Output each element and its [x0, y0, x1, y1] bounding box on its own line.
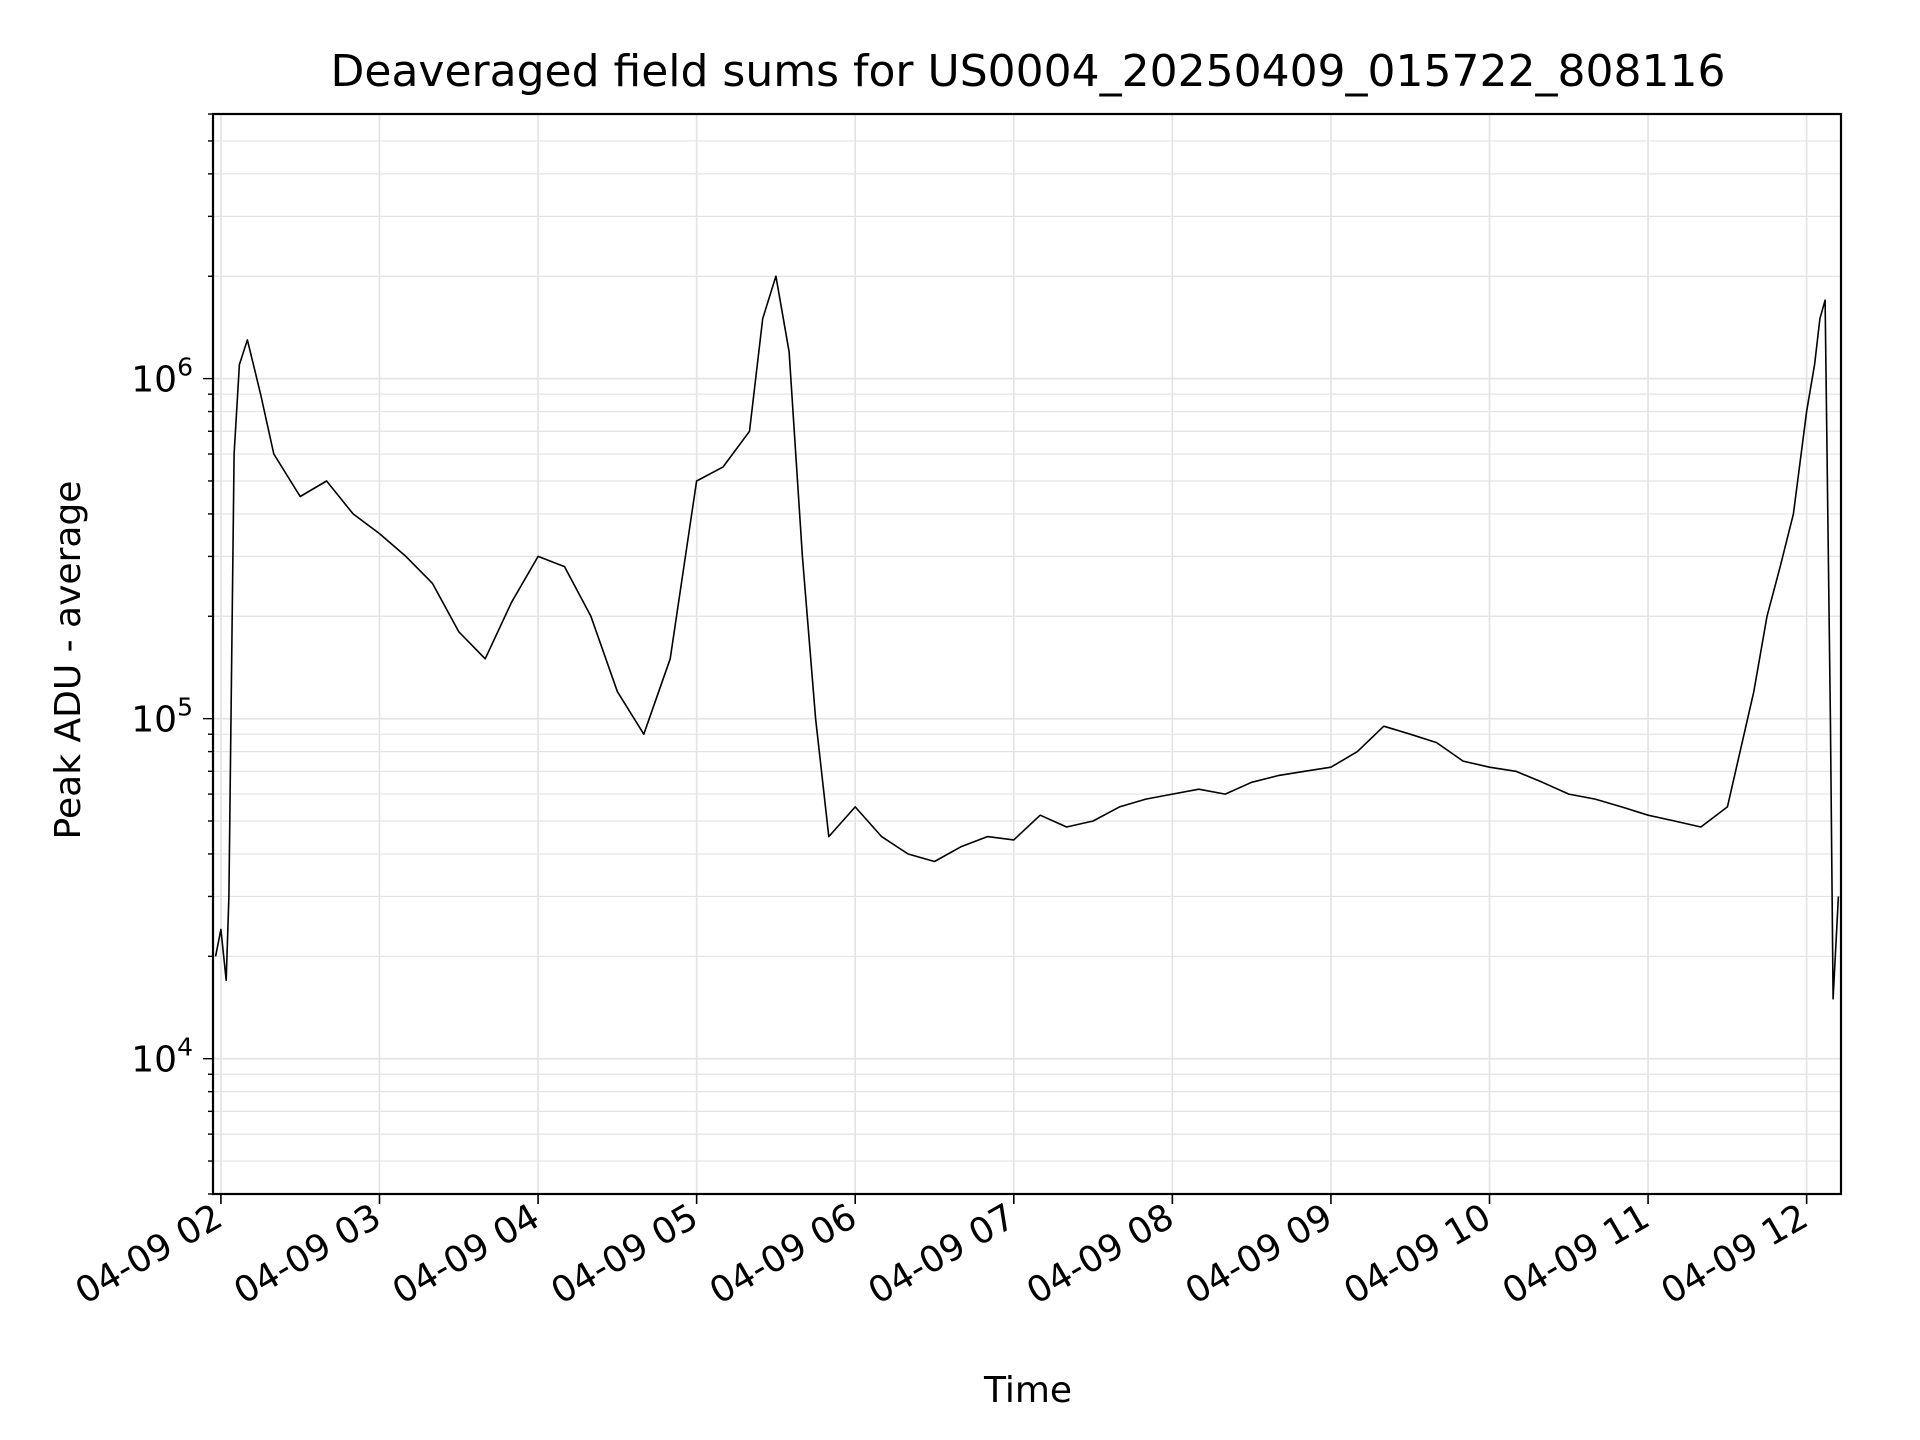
y-tick-exponent: 4 [177, 1033, 193, 1062]
plot-frame [211, 112, 1843, 1196]
y-tick-label: 104 [131, 1033, 193, 1081]
y-axis-label: Peak ADU - average [48, 481, 89, 840]
grid [213, 113, 1841, 1195]
y-tick-exponent: 5 [177, 693, 193, 722]
y-tick-label: 105 [131, 693, 193, 741]
x-axis-label: Time [983, 1370, 1072, 1411]
y-tick-base: 10 [131, 360, 177, 401]
y-tick-base: 10 [131, 700, 177, 741]
y-tick-label: 106 [131, 353, 193, 401]
y-tick-base: 10 [131, 1040, 177, 1081]
chart-title: Deaveraged field sums for US0004_2025040… [331, 46, 1726, 97]
y-tick-exponent: 6 [177, 353, 193, 382]
series-line [214, 275, 1840, 1000]
